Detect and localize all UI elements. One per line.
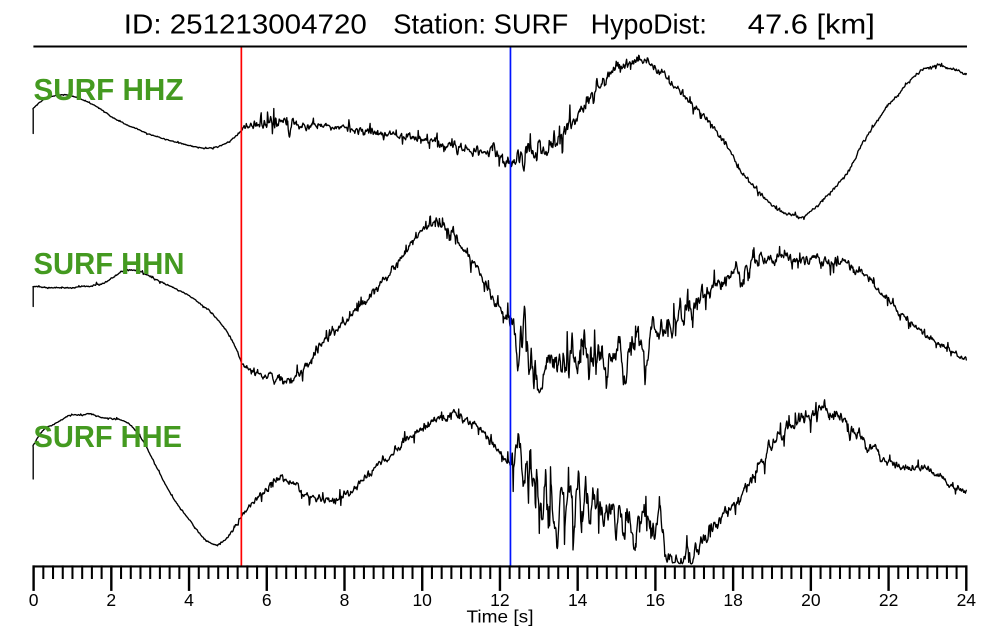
svg-text:10: 10 [412,590,432,610]
svg-text:8: 8 [340,590,350,610]
svg-text:12: 12 [490,590,509,610]
svg-text:ID: 251213004720: ID: 251213004720 [124,9,367,40]
svg-text:22: 22 [879,590,898,610]
svg-text:Station: SURF: Station: SURF [393,9,568,40]
svg-text:6: 6 [262,590,272,610]
svg-text:Time [s]: Time [s] [467,606,534,626]
svg-text:14: 14 [568,590,588,610]
svg-text:20: 20 [801,590,821,610]
svg-text:0: 0 [29,590,39,610]
svg-text:SURF HHE: SURF HHE [34,420,183,454]
svg-text:HypoDist:: HypoDist: [591,9,707,40]
svg-text:SURF HHN: SURF HHN [34,247,185,281]
svg-text:4: 4 [184,590,194,610]
svg-text:47.6 [km]: 47.6 [km] [748,9,875,40]
svg-text:SURF HHZ: SURF HHZ [34,73,184,107]
svg-text:24: 24 [957,590,977,610]
svg-text:2: 2 [106,590,116,610]
svg-text:16: 16 [646,590,665,610]
svg-text:18: 18 [723,590,742,610]
